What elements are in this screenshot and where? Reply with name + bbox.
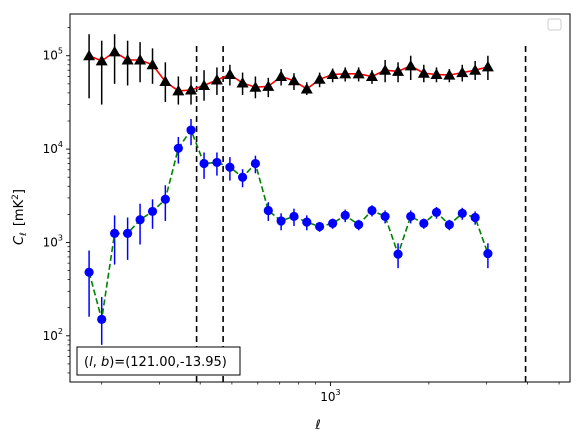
circle-marker [328, 218, 338, 228]
circle-marker [406, 211, 416, 222]
circle-marker [340, 210, 350, 220]
annotation-text: (l, b)=(121.00,-13.95) [84, 355, 227, 370]
circle-marker [367, 205, 377, 216]
circle-marker [135, 215, 145, 225]
circle-marker [237, 172, 248, 182]
triangle-marker [365, 70, 378, 81]
circle-marker [457, 208, 467, 218]
triangle-marker [262, 80, 275, 91]
triangle-marker [198, 79, 211, 91]
circle-marker [263, 205, 273, 216]
triangle-marker [275, 70, 288, 81]
triangle-marker [417, 67, 430, 78]
circle-marker [354, 220, 364, 230]
x-tick-label: 103 [320, 388, 340, 404]
circle-marker [250, 158, 261, 169]
circle-marker [84, 267, 94, 277]
triangle-marker [456, 66, 469, 78]
y-tick-label: 105 [43, 47, 63, 63]
circle-marker [173, 143, 183, 153]
triangle-marker [326, 68, 339, 79]
circle-marker [276, 216, 286, 226]
y-tick-label: 104 [43, 140, 63, 156]
circle-marker [97, 314, 107, 324]
circle-marker [160, 194, 170, 204]
circle-marker [302, 217, 312, 227]
triangle-marker [339, 67, 352, 79]
circle-marker [483, 248, 493, 259]
triangle-marker [146, 58, 159, 70]
circle-marker [431, 207, 442, 217]
triangle-marker [430, 68, 443, 79]
circle-marker [212, 157, 222, 168]
vertical-lines [195, 46, 527, 382]
y-axis-label: Cℓ[mK2] [11, 189, 29, 245]
triangle-marker [134, 54, 147, 65]
circle-marker [147, 206, 158, 217]
circle-marker [123, 228, 133, 239]
triangle-marker [300, 83, 313, 94]
circle-marker [199, 158, 209, 169]
triangle-marker [121, 54, 134, 65]
legend-box [547, 18, 562, 31]
triangle-marker [108, 45, 121, 57]
y-tick-label: 103 [43, 233, 63, 249]
triangle-marker [83, 49, 96, 61]
triangle-marker [223, 68, 236, 79]
triangle-marker [159, 75, 172, 86]
circle-marker [186, 125, 196, 135]
triangle-marker [392, 65, 405, 76]
circle-marker [225, 162, 235, 172]
circle-marker [110, 228, 120, 239]
series-layer [83, 34, 494, 345]
circle-marker [419, 218, 429, 228]
triangle-marker [313, 73, 326, 84]
triangle-marker [379, 64, 392, 75]
circle-marker [289, 211, 299, 222]
annotation-box: (l, b)=(121.00,-13.95) [76, 346, 241, 376]
triangle-marker [469, 64, 482, 75]
series-2 [84, 119, 493, 345]
triangle-marker [236, 77, 249, 88]
major-ticks: 103 102 103 104 105 [43, 47, 341, 404]
circle-marker [444, 220, 454, 230]
triangle-marker [481, 60, 494, 72]
y-tick-label: 102 [43, 327, 63, 343]
triangle-marker [249, 81, 262, 92]
triangle-marker [185, 83, 198, 95]
circle-marker [315, 221, 325, 232]
triangle-marker [404, 59, 417, 71]
series-1 [83, 34, 494, 105]
triangle-marker [210, 73, 223, 85]
circle-marker [470, 212, 480, 223]
triangle-marker [95, 54, 108, 66]
x-axis-label: ℓ [314, 418, 320, 433]
triangle-marker [287, 74, 300, 86]
triangle-marker [172, 84, 185, 96]
plot-background [70, 14, 570, 382]
circle-marker [380, 211, 390, 222]
triangle-marker [352, 67, 365, 79]
triangle-marker [443, 69, 456, 80]
plot-frame [69, 13, 571, 383]
circle-marker [393, 249, 403, 259]
